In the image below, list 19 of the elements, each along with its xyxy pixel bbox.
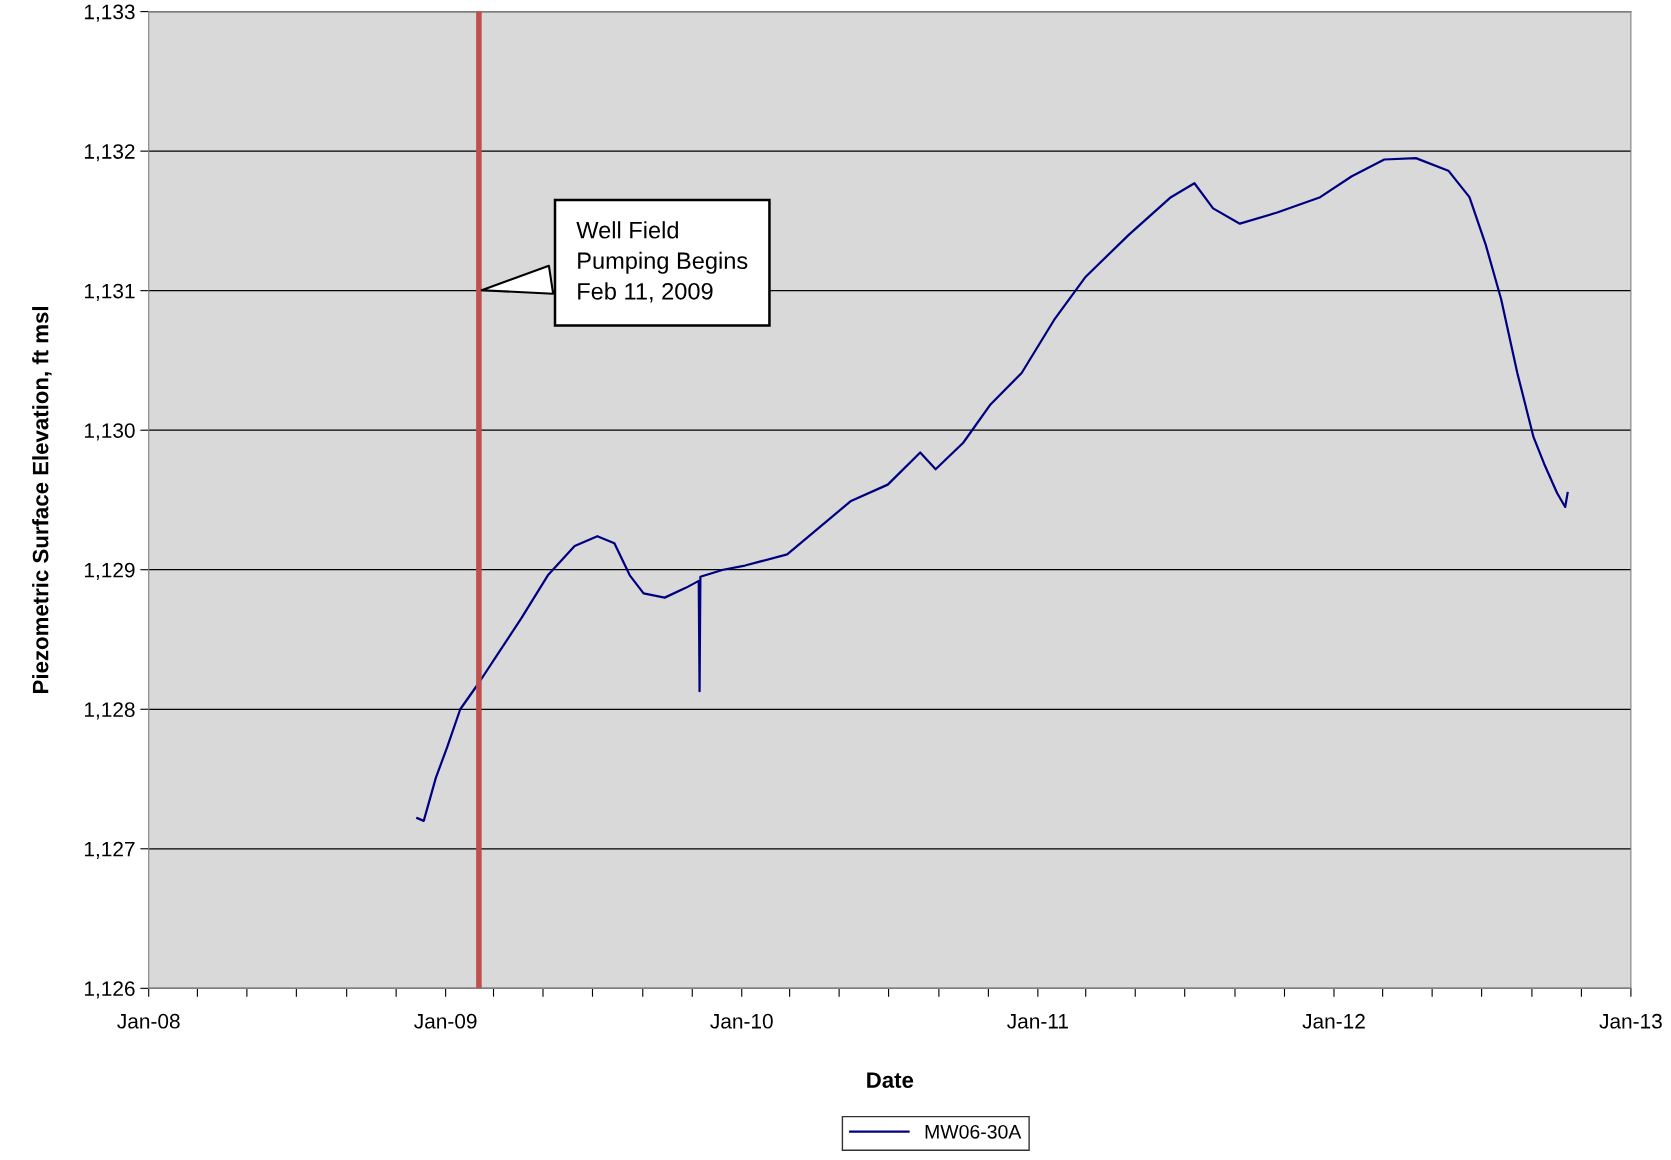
- line-series: [416, 157, 1569, 822]
- y-tick-label: 1,128: [84, 702, 135, 720]
- x-tick-label: Jan-10: [710, 1013, 773, 1029]
- legend-label: MW06-30A: [925, 1124, 1022, 1139]
- y-tick-label: 1,126: [84, 981, 135, 999]
- y-axis-title: Piezometric Surface Elevation, ft msl: [32, 307, 52, 693]
- y-tick-label: 1,129: [84, 562, 135, 580]
- y-tick-label: 1,130: [84, 423, 135, 441]
- x-tick-label: Jan-08: [117, 1013, 180, 1029]
- y-tick-label: 1,133: [84, 4, 135, 22]
- x-tick-label: Jan-11: [1007, 1014, 1068, 1029]
- y-tick-label: 1,131: [84, 283, 135, 301]
- annotation: Well Field Pumping Begins Feb 11, 2009: [576, 221, 748, 303]
- x-axis-title: Date: [867, 1072, 914, 1088]
- x-tick-label: Jan-13: [1599, 1013, 1662, 1029]
- x-tick-label: Jan-09: [414, 1013, 477, 1029]
- y-tick-label: 1,127: [84, 841, 135, 859]
- x-tick-label: Jan-12: [1302, 1013, 1365, 1029]
- y-tick-label: 1,132: [84, 144, 135, 162]
